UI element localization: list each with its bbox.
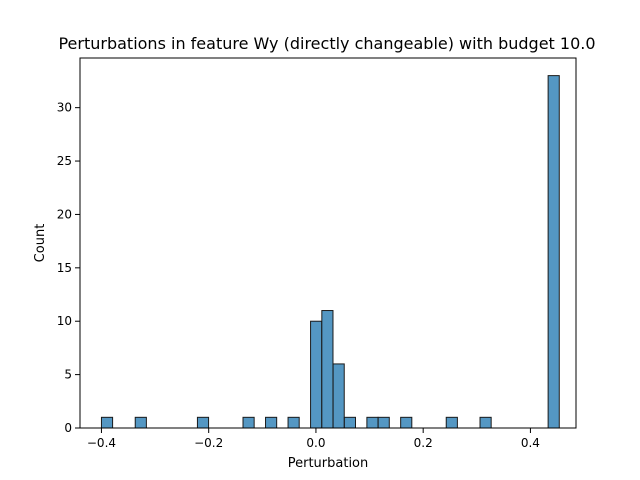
histogram-bar-7 bbox=[321, 310, 334, 429]
histogram-bar-3 bbox=[242, 416, 255, 429]
y-tick-label: 0 bbox=[64, 421, 72, 435]
y-tick-label: 25 bbox=[57, 154, 72, 168]
histogram-bar-4 bbox=[265, 416, 278, 429]
x-tick-label: 0.0 bbox=[306, 436, 325, 450]
x-tick-label: −0.2 bbox=[194, 436, 223, 450]
x-axis-label: Perturbation bbox=[288, 456, 369, 471]
histogram-bar-9 bbox=[343, 416, 357, 429]
histogram-bar-14 bbox=[479, 416, 492, 429]
histogram-bar-11 bbox=[377, 416, 390, 429]
histogram-bar-1 bbox=[134, 416, 147, 429]
histogram-bar-10 bbox=[366, 416, 379, 429]
histogram-bar-6 bbox=[310, 320, 323, 429]
y-tick-label: 10 bbox=[57, 314, 72, 328]
histogram-bar-15 bbox=[547, 75, 560, 429]
plot-frame bbox=[79, 57, 577, 429]
y-axis-label: Count bbox=[33, 224, 48, 263]
x-axis-ticks: −0.4 −0.2 0.0 0.2 0.4 bbox=[87, 428, 540, 450]
x-tick-label: 0.2 bbox=[414, 436, 433, 450]
y-axis-ticks: 0 5 10 15 20 25 30 bbox=[57, 101, 80, 435]
x-tick-label: 0.4 bbox=[521, 436, 540, 450]
bars-group bbox=[100, 75, 560, 429]
y-tick-label: 30 bbox=[57, 101, 72, 115]
histogram-bar-12 bbox=[400, 416, 413, 429]
chart-title: Perturbations in feature Wy (directly ch… bbox=[58, 34, 595, 53]
histogram-bar-5 bbox=[287, 416, 300, 429]
y-tick-label: 15 bbox=[57, 261, 72, 275]
y-tick-label: 20 bbox=[57, 207, 72, 221]
histogram-bar-8 bbox=[332, 363, 345, 429]
histogram-bar-13 bbox=[445, 416, 458, 429]
y-tick-label: 5 bbox=[64, 368, 72, 382]
x-tick-label: −0.4 bbox=[87, 436, 116, 450]
histogram-bar-2 bbox=[196, 416, 210, 429]
histogram-bar-0 bbox=[100, 416, 114, 429]
